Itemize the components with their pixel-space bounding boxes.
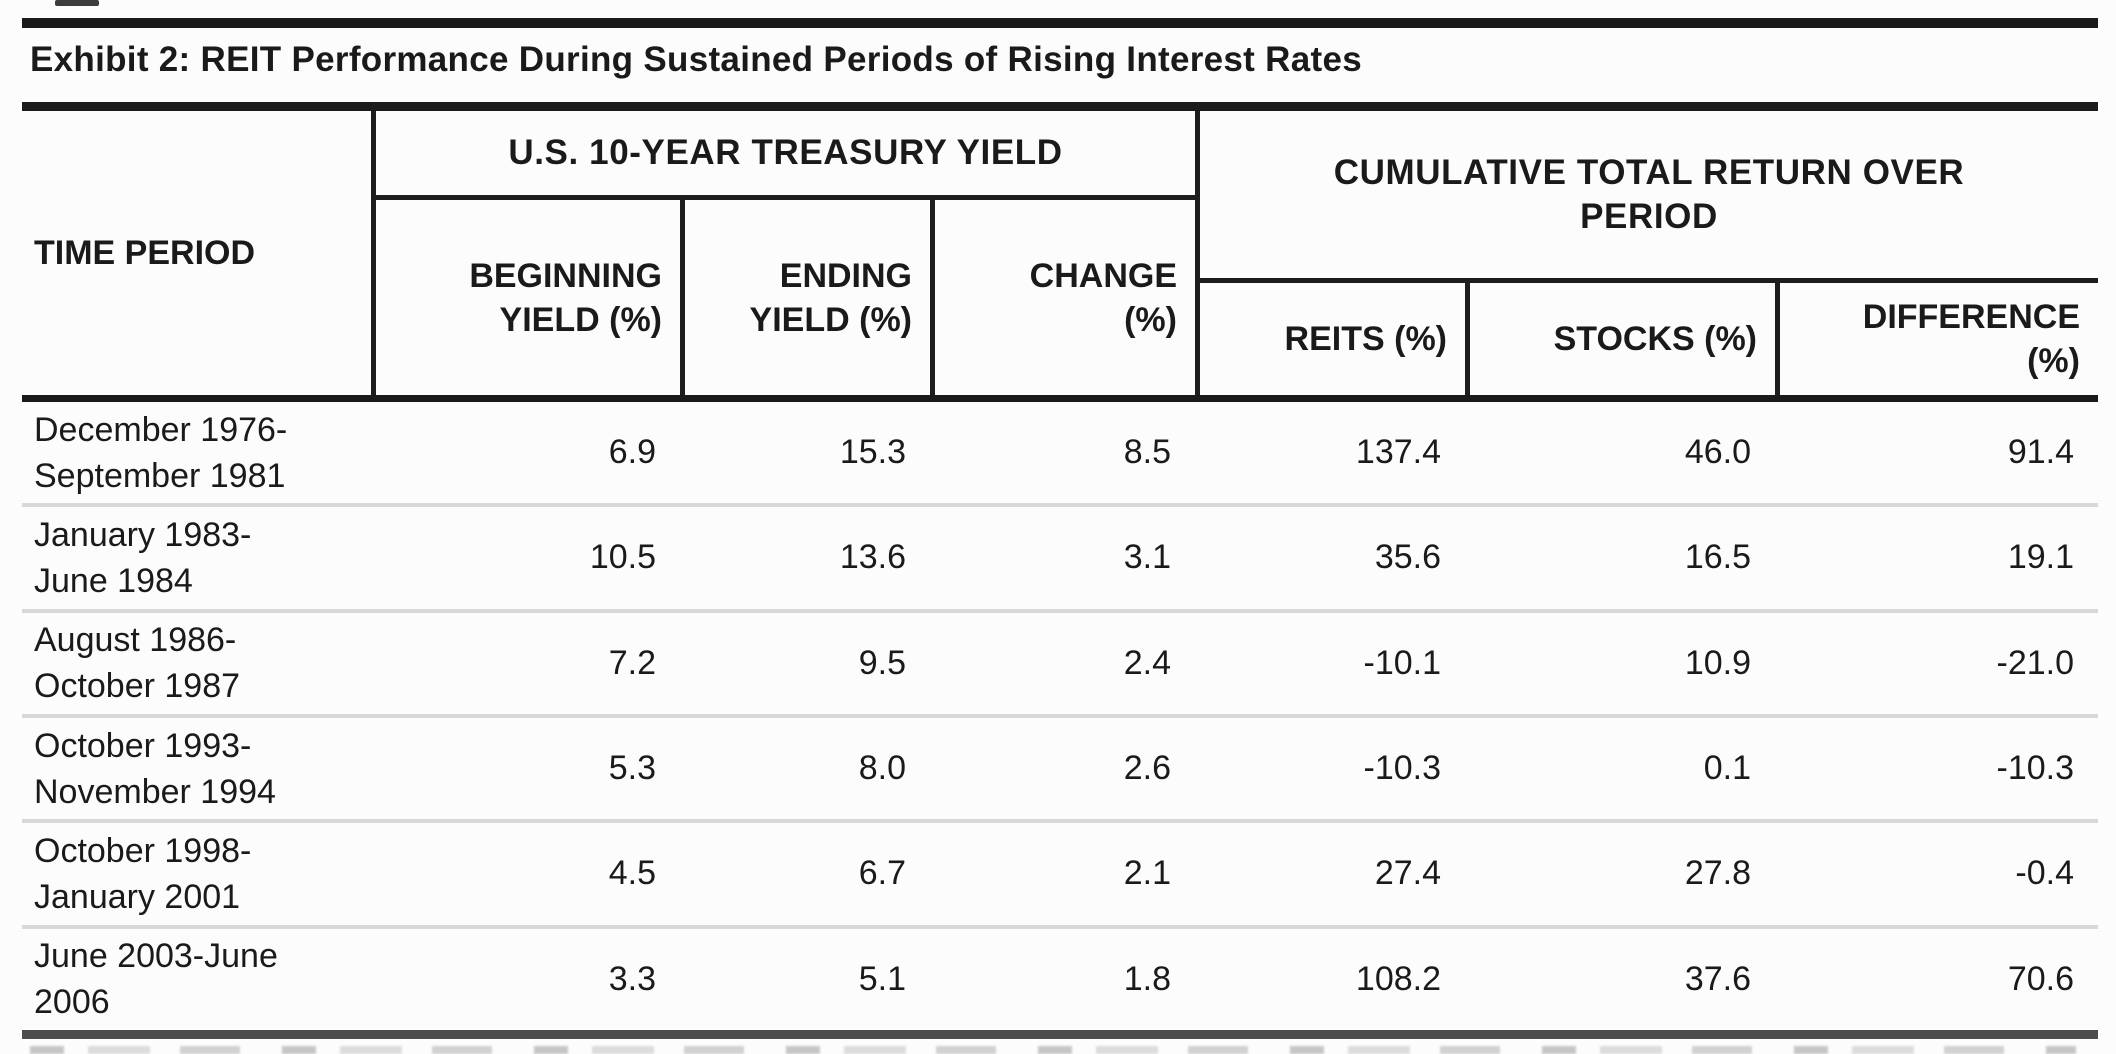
col-header-difference: DIFFERENCE (%) [1775,283,2098,395]
cell-beginning-yield: 3.3 [608,959,656,998]
cell-change: 2.1 [1123,854,1171,893]
table-bottom-rule [22,1030,2098,1039]
cell-reits: -10.1 [1363,643,1442,682]
cut-off-source-text [30,1046,2076,1054]
cell-reits: -10.3 [1363,749,1442,788]
table-row: January 1983- June 1984 10.5 13.6 3.1 35… [22,503,2098,608]
cumulative-subheaders: REITS (%) STOCKS (%) DIFFERENCE (%) [1200,283,2098,395]
table-row: December 1976- September 1981 6.9 15.3 8… [22,402,2098,503]
col-header-ending-yield: ENDING YIELD (%) [680,200,930,395]
table-row: June 2003-June 2006 3.3 5.1 1.8 108.2 37… [22,924,2098,1030]
cell-change: 8.5 [1123,433,1171,472]
cell-reits: 108.2 [1355,959,1441,998]
cell-beginning-yield: 6.9 [608,433,656,472]
cell-time-period: October 1998- January 2001 [34,831,252,916]
cut-off-content-top [55,0,99,6]
cell-stocks: 37.6 [1684,959,1751,998]
col-group-treasury-yield: U.S. 10-YEAR TREASURY YIELD BEGINNING YI… [371,111,1195,395]
table-header: TIME PERIOD U.S. 10-YEAR TREASURY YIELD … [22,111,2098,395]
col-group-cumulative-return: CUMULATIVE TOTAL RETURN OVER PERIOD REIT… [1195,111,2098,395]
top-rule [22,18,2098,28]
cell-ending-yield: 6.7 [858,854,906,893]
cell-beginning-yield: 4.5 [608,854,656,893]
title-divider-rule [22,102,2098,111]
cell-time-period: January 1983- June 1984 [34,515,252,600]
table-row: October 1998- January 2001 4.5 6.7 2.1 2… [22,819,2098,924]
cell-reits: 137.4 [1355,433,1441,472]
cell-stocks: 0.1 [1703,749,1751,788]
cell-ending-yield: 5.1 [858,959,906,998]
cell-difference: -21.0 [1996,643,2075,682]
col-header-beginning-yield: BEGINNING YIELD (%) [469,256,662,339]
cell-ending-yield: 8.0 [858,749,906,788]
cell-difference: -10.3 [1996,749,2075,788]
cell-beginning-yield: 7.2 [608,643,656,682]
cell-reits: 35.6 [1374,538,1441,577]
cell-stocks: 46.0 [1684,433,1751,472]
cell-change: 2.6 [1123,749,1171,788]
header-bottom-rule [22,395,2098,402]
cell-ending-yield: 13.6 [839,538,906,577]
cell-time-period: October 1993- November 1994 [34,726,276,811]
cell-change: 3.1 [1123,538,1171,577]
table-row: August 1986- October 1987 7.2 9.5 2.4 -1… [22,608,2098,714]
cell-time-period: August 1986- October 1987 [34,621,241,706]
cell-time-period: June 2003-June 2006 [34,937,278,1022]
cell-reits: 27.4 [1374,854,1441,893]
cell-change: 1.8 [1123,959,1171,998]
col-header-change: CHANGE (%) [930,200,1195,395]
cell-difference: -0.4 [2015,854,2074,893]
cell-beginning-yield: 5.3 [608,749,656,788]
cell-ending-yield: 15.3 [839,433,906,472]
table-row: October 1993- November 1994 5.3 8.0 2.6 … [22,713,2098,819]
col-header-reits: REITS (%) [1284,320,1447,358]
cell-stocks: 27.8 [1684,854,1751,893]
cell-stocks: 10.9 [1684,643,1751,682]
exhibit-title: Exhibit 2: REIT Performance During Susta… [30,40,1362,79]
cell-difference: 91.4 [2007,433,2074,472]
col-group-header-treasury: U.S. 10-YEAR TREASURY YIELD [376,111,1195,200]
cell-stocks: 16.5 [1684,538,1751,577]
treasury-subheaders: BEGINNING YIELD (%) ENDING YIELD (%) CHA… [376,200,1195,395]
col-header-stocks: STOCKS (%) [1465,283,1775,395]
cell-time-period: December 1976- September 1981 [34,410,288,495]
col-header-time-period: TIME PERIOD [34,234,256,272]
cell-difference: 70.6 [2007,959,2074,998]
cell-difference: 19.1 [2007,538,2074,577]
col-group-header-cumulative: CUMULATIVE TOTAL RETURN OVER PERIOD [1200,111,2098,283]
cell-change: 2.4 [1123,643,1171,682]
table-body: December 1976- September 1981 6.9 15.3 8… [22,402,2098,1030]
cell-beginning-yield: 10.5 [589,538,656,577]
cell-ending-yield: 9.5 [858,643,906,682]
